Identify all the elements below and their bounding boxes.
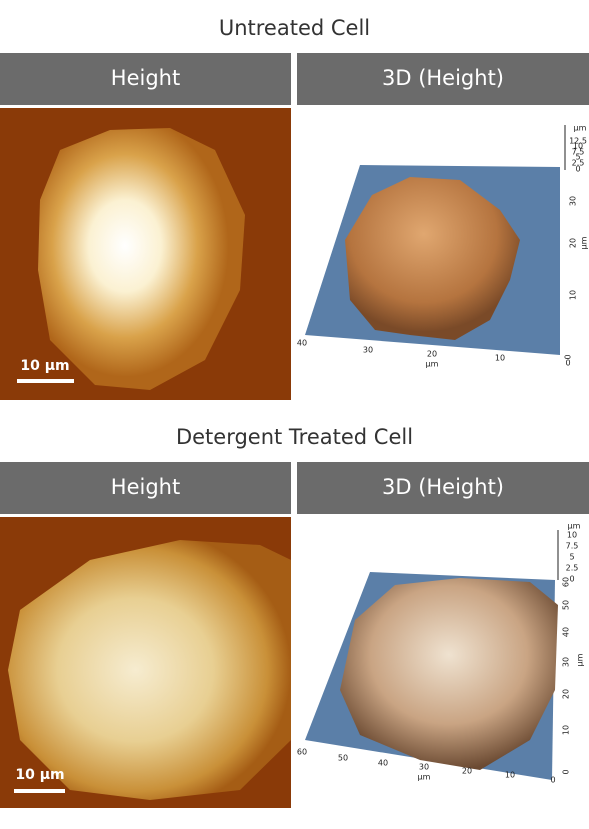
header-bar	[297, 53, 589, 105]
header-bar	[297, 462, 589, 514]
z-tick-label: 12.5	[569, 137, 587, 146]
y-axis-unit: µm	[580, 236, 589, 249]
cell-3d	[340, 578, 558, 770]
y-tick-label: 10	[569, 290, 578, 300]
cell-image	[38, 128, 245, 390]
x-tick-label: 0	[550, 776, 555, 785]
header-bar	[0, 462, 291, 514]
z-axis-unit: µm	[568, 522, 581, 531]
x-tick-label: 60	[297, 748, 307, 757]
x-tick-label: 40	[297, 339, 307, 348]
x-axis-unit: µm	[418, 773, 431, 782]
z-tick-label: 5	[569, 553, 574, 562]
y-tick-label: 60	[562, 577, 571, 587]
header: Height	[111, 475, 180, 499]
cell-3d	[345, 177, 520, 340]
x-axis-unit: µm	[426, 360, 439, 369]
y-tick-label: 30	[569, 196, 578, 206]
scale-bar	[17, 379, 74, 383]
z-tick-label: 10	[573, 142, 583, 151]
x-tick-label: 30	[419, 763, 429, 772]
y-tick-label: 20	[562, 689, 571, 699]
y-tick-label: 0	[562, 769, 571, 774]
header: Height	[111, 66, 180, 90]
x-tick-label: 0	[565, 359, 570, 368]
panel-title: Untreated Cell	[219, 16, 370, 40]
header: 3D (Height)	[382, 475, 504, 499]
x-tick-label: 20	[427, 350, 437, 359]
z-tick-label: 5	[575, 153, 580, 162]
y-tick-label: 10	[562, 725, 571, 735]
z-tick-label: 7.5	[572, 148, 585, 157]
z-tick-label: 0	[575, 165, 580, 174]
scale-bar-label: 10 µm	[15, 767, 64, 783]
z-tick-label: 10	[567, 531, 577, 540]
header-bar	[0, 53, 291, 105]
x-tick-label: 30	[363, 346, 373, 355]
panel: Detergent Treated Cell Height 3D (Height…	[0, 425, 589, 808]
y-tick-label: 50	[562, 600, 571, 610]
z-tick-label: 2.5	[566, 564, 579, 573]
panel: Untreated Cell Height 3D (Height) 10 µm	[0, 16, 589, 400]
y-tick-label: 20	[569, 238, 578, 248]
x-tick-label: 10	[505, 771, 515, 780]
z-tick-label: 2.5	[572, 159, 585, 168]
y-axis-unit: µm	[576, 653, 585, 666]
scale-bar-label: 10 µm	[20, 358, 69, 374]
z-axis-unit: µm	[574, 124, 587, 133]
x-tick-label: 10	[495, 354, 505, 363]
x-tick-label: 50	[338, 754, 348, 763]
x-tick-label: 20	[462, 767, 472, 776]
panel-title: Detergent Treated Cell	[176, 425, 413, 449]
header: 3D (Height)	[382, 66, 504, 90]
cell-image	[8, 540, 291, 800]
z-tick-label: 0	[569, 575, 574, 584]
x-tick-label: 40	[378, 759, 388, 768]
scale-bar	[14, 789, 65, 793]
y-tick-label: 0	[564, 354, 573, 359]
z-tick-label: 7.5	[566, 542, 579, 551]
y-tick-label: 30	[562, 657, 571, 667]
y-tick-label: 40	[562, 627, 571, 637]
